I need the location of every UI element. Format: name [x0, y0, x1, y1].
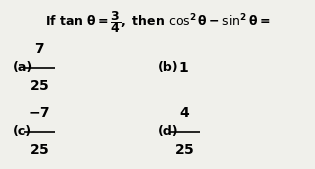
Text: $\mathbf{-7}$: $\mathbf{-7}$ — [28, 106, 50, 120]
Text: (c): (c) — [13, 125, 32, 138]
Text: 1: 1 — [178, 61, 188, 75]
Text: $\mathbf{7}$: $\mathbf{7}$ — [34, 42, 45, 56]
Text: (d): (d) — [158, 125, 178, 138]
Text: (a): (a) — [13, 61, 33, 74]
Text: $\mathbf{If\ tan\ \theta = \dfrac{3}{4},\ then\ \cos^2\theta - \sin^2\theta =}$: $\mathbf{If\ tan\ \theta = \dfrac{3}{4},… — [45, 9, 270, 35]
Text: $\mathbf{25}$: $\mathbf{25}$ — [29, 79, 49, 93]
Text: $\mathbf{25}$: $\mathbf{25}$ — [29, 143, 49, 157]
Text: $\mathbf{4}$: $\mathbf{4}$ — [179, 106, 190, 120]
Text: (b): (b) — [158, 61, 178, 74]
Text: $\mathbf{25}$: $\mathbf{25}$ — [174, 143, 194, 157]
